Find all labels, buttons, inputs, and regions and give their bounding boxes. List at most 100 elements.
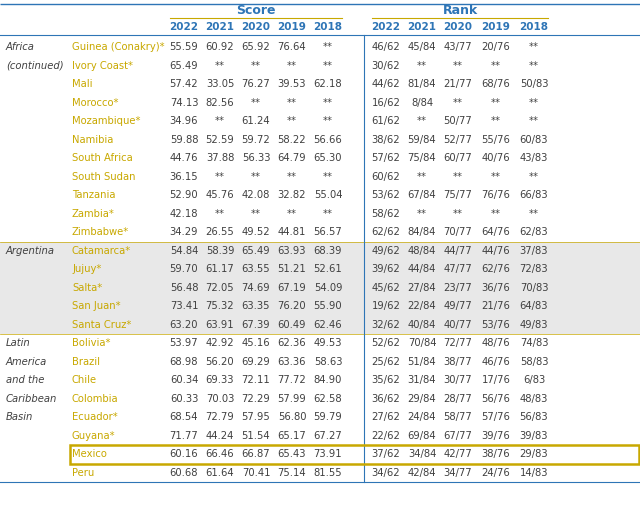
Text: **: **	[323, 209, 333, 219]
Text: 58.63: 58.63	[314, 357, 342, 367]
Text: **: **	[529, 61, 539, 70]
Text: **: **	[215, 116, 225, 126]
Text: San Juan*: San Juan*	[72, 301, 120, 311]
Text: **: **	[453, 61, 463, 70]
Text: 42.18: 42.18	[170, 209, 198, 219]
Text: 63.36: 63.36	[278, 357, 307, 367]
Text: Caribbean: Caribbean	[6, 394, 58, 404]
Text: 61.24: 61.24	[242, 116, 270, 126]
Text: 67.19: 67.19	[278, 282, 307, 293]
Text: 65.49: 65.49	[170, 61, 198, 70]
Text: Morocco*: Morocco*	[72, 98, 118, 108]
Text: 52/62: 52/62	[372, 338, 401, 348]
Text: 57.42: 57.42	[170, 80, 198, 89]
Text: **: **	[323, 116, 333, 126]
Text: 30/62: 30/62	[372, 61, 400, 70]
Text: 81/84: 81/84	[408, 80, 436, 89]
Text: 71.77: 71.77	[170, 431, 198, 441]
Text: 68.54: 68.54	[170, 412, 198, 422]
Text: **: **	[251, 209, 261, 219]
Text: 51/84: 51/84	[408, 357, 436, 367]
Text: 50/77: 50/77	[444, 116, 472, 126]
Text: 39/62: 39/62	[372, 264, 401, 274]
Text: 49/83: 49/83	[520, 320, 548, 330]
Text: **: **	[491, 98, 501, 108]
Text: 38/62: 38/62	[372, 135, 400, 145]
Text: 45/62: 45/62	[372, 282, 401, 293]
Text: 65.30: 65.30	[314, 153, 342, 163]
Text: 2018: 2018	[520, 22, 548, 32]
Text: 21/77: 21/77	[444, 80, 472, 89]
Text: 37/62: 37/62	[372, 449, 401, 460]
Text: 28/77: 28/77	[444, 394, 472, 404]
Text: 2019: 2019	[481, 22, 511, 32]
Text: 62.58: 62.58	[314, 394, 342, 404]
Text: 20/76: 20/76	[482, 42, 510, 52]
Text: 70.41: 70.41	[242, 468, 270, 478]
Text: 67.39: 67.39	[242, 320, 270, 330]
Text: 63.20: 63.20	[170, 320, 198, 330]
Text: 6/83: 6/83	[523, 375, 545, 385]
Text: 62/83: 62/83	[520, 227, 548, 237]
Text: 69.29: 69.29	[242, 357, 270, 367]
Text: 52/77: 52/77	[444, 135, 472, 145]
Text: 56.20: 56.20	[205, 357, 234, 367]
Text: 66/83: 66/83	[520, 190, 548, 200]
Bar	[0, 242, 640, 334]
Text: 34.96: 34.96	[170, 116, 198, 126]
Text: 60/77: 60/77	[444, 153, 472, 163]
Text: Namibia: Namibia	[72, 135, 113, 145]
Text: 42.92: 42.92	[205, 338, 234, 348]
Text: 45.76: 45.76	[205, 190, 234, 200]
Text: 68.39: 68.39	[314, 246, 342, 256]
Text: Mali: Mali	[72, 80, 93, 89]
Text: 54.84: 54.84	[170, 246, 198, 256]
Text: 59.88: 59.88	[170, 135, 198, 145]
Text: **: **	[417, 61, 427, 70]
Text: 44.81: 44.81	[278, 227, 306, 237]
Text: 48/76: 48/76	[482, 338, 510, 348]
Text: 70/83: 70/83	[520, 282, 548, 293]
Text: **: **	[529, 98, 539, 108]
Text: 73.91: 73.91	[314, 449, 342, 460]
Text: 56/83: 56/83	[520, 412, 548, 422]
Text: 24/84: 24/84	[408, 412, 436, 422]
Text: 58.39: 58.39	[205, 246, 234, 256]
Text: 76/76: 76/76	[481, 190, 511, 200]
Text: 60.33: 60.33	[170, 394, 198, 404]
Text: **: **	[529, 172, 539, 182]
Text: 2020: 2020	[444, 22, 472, 32]
Text: 56/76: 56/76	[481, 394, 511, 404]
Text: 38/77: 38/77	[444, 357, 472, 367]
Text: 56.66: 56.66	[314, 135, 342, 145]
Text: 69/84: 69/84	[408, 431, 436, 441]
Text: 35/62: 35/62	[372, 375, 401, 385]
Text: **: **	[287, 98, 297, 108]
Text: 36/76: 36/76	[482, 282, 510, 293]
Text: **: **	[287, 172, 297, 182]
Text: **: **	[417, 116, 427, 126]
Text: **: **	[323, 42, 333, 52]
Text: 51.21: 51.21	[278, 264, 307, 274]
Text: 52.61: 52.61	[314, 264, 342, 274]
Text: **: **	[287, 116, 297, 126]
Text: (continued): (continued)	[6, 61, 63, 70]
Text: 46/76: 46/76	[482, 357, 510, 367]
Text: 31/84: 31/84	[408, 375, 436, 385]
Text: 44/77: 44/77	[444, 246, 472, 256]
Text: 55.04: 55.04	[314, 190, 342, 200]
Text: 72/83: 72/83	[520, 264, 548, 274]
Text: 50/83: 50/83	[520, 80, 548, 89]
Text: 60.49: 60.49	[278, 320, 307, 330]
Text: 72.11: 72.11	[242, 375, 270, 385]
Text: 56.80: 56.80	[278, 412, 307, 422]
Text: 75/84: 75/84	[408, 153, 436, 163]
Text: 64/76: 64/76	[482, 227, 510, 237]
Text: 65.92: 65.92	[242, 42, 270, 52]
Text: **: **	[417, 172, 427, 182]
Text: 68/76: 68/76	[482, 80, 510, 89]
Text: Guinea (Conakry)*: Guinea (Conakry)*	[72, 42, 164, 52]
Text: Chile: Chile	[72, 375, 97, 385]
Text: 23/77: 23/77	[444, 282, 472, 293]
Text: 2022: 2022	[371, 22, 401, 32]
